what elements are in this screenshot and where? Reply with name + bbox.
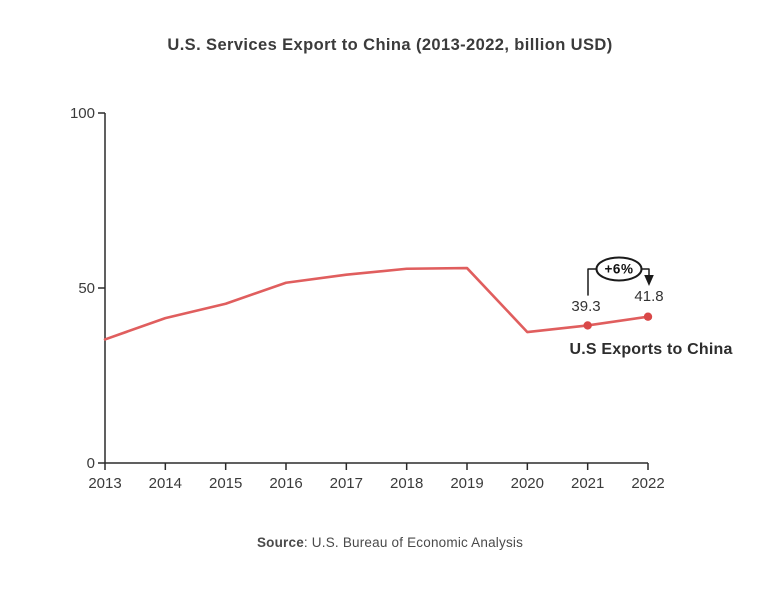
x-tick-label: 2014 — [149, 475, 182, 492]
data-point-marker — [643, 312, 653, 321]
pct-change-label: +6% — [605, 262, 634, 277]
series-markers — [583, 312, 653, 330]
value-label-2022: 41.8 — [634, 288, 663, 305]
x-tick-label: 2019 — [450, 475, 483, 492]
y-tick-label: 100 — [70, 105, 95, 122]
x-tick-label: 2018 — [390, 475, 423, 492]
source-note: Source: U.S. Bureau of Economic Analysis — [0, 535, 780, 550]
x-tick-label: 2020 — [511, 475, 544, 492]
x-tick-label: 2015 — [209, 475, 242, 492]
chart-title: U.S. Services Export to China (2013-2022… — [167, 36, 613, 54]
x-axis-labels: 2013 2014 2015 2016 2017 2018 2019 2020 … — [88, 475, 664, 492]
down-arrow-icon — [644, 275, 654, 286]
series-line — [103, 266, 650, 341]
annotation-bracket-line — [587, 268, 597, 296]
annotation-arrow-line — [640, 268, 650, 277]
source-label: Source — [256, 535, 304, 550]
pct-change-annotation: +6% — [587, 256, 654, 296]
x-tick-label: 2021 — [571, 475, 604, 492]
x-tick-label: 2016 — [269, 475, 302, 492]
value-label-2021: 39.3 — [571, 298, 600, 315]
x-axis-ticks — [104, 463, 649, 470]
series-label: U.S Exports to China — [569, 341, 732, 358]
source-text: : U.S. Bureau of Economic Analysis — [303, 535, 524, 550]
y-tick-label: 0 — [87, 455, 95, 472]
x-tick-label: 2013 — [88, 475, 121, 492]
data-point-marker — [583, 321, 592, 330]
y-axis-ticks — [98, 112, 105, 464]
y-tick-label: 50 — [78, 280, 95, 297]
series-polyline — [103, 266, 650, 341]
point-value-labels: 39.3 41.8 — [571, 288, 663, 315]
pct-bubble — [595, 256, 643, 282]
x-tick-label: 2017 — [330, 475, 363, 492]
y-axis-labels: 100 50 0 — [70, 105, 95, 472]
axes — [98, 112, 649, 470]
x-tick-label: 2022 — [631, 475, 664, 492]
